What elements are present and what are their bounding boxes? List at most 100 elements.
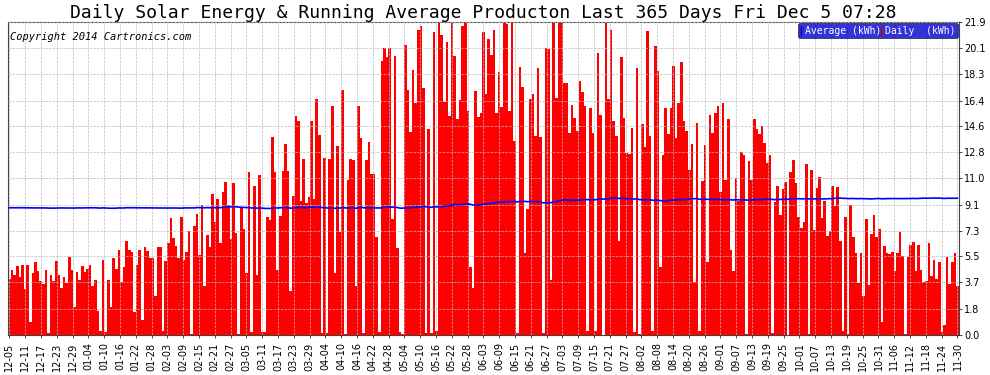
Text: Copyright 2014 Cartronics.com: Copyright 2014 Cartronics.com xyxy=(10,32,191,42)
Bar xyxy=(500,106,503,335)
Bar xyxy=(409,132,412,335)
Bar xyxy=(394,56,396,335)
Bar xyxy=(672,66,675,335)
Bar xyxy=(479,113,482,335)
Bar xyxy=(834,206,837,335)
Bar xyxy=(656,70,659,335)
Bar xyxy=(89,265,91,335)
Bar xyxy=(605,22,607,335)
Bar xyxy=(469,267,471,335)
Bar xyxy=(568,133,570,335)
Bar xyxy=(430,333,433,335)
Bar xyxy=(415,103,417,335)
Bar xyxy=(597,53,599,335)
Bar xyxy=(48,333,50,335)
Bar xyxy=(859,253,862,335)
Bar xyxy=(148,258,151,335)
Bar xyxy=(615,136,618,335)
Bar xyxy=(576,131,578,335)
Bar xyxy=(81,266,83,335)
Bar xyxy=(260,332,263,335)
Bar xyxy=(147,251,148,335)
Bar xyxy=(412,70,415,335)
Bar xyxy=(516,333,519,335)
Bar xyxy=(688,170,690,335)
Bar xyxy=(774,201,776,335)
Bar xyxy=(854,254,857,335)
Bar xyxy=(529,99,532,335)
Bar xyxy=(222,192,225,335)
Bar xyxy=(519,66,521,335)
Bar xyxy=(318,135,321,335)
Bar xyxy=(862,296,865,335)
Bar xyxy=(417,30,420,335)
Bar xyxy=(380,61,383,335)
Bar xyxy=(524,253,527,335)
Bar xyxy=(112,258,115,335)
Bar xyxy=(204,286,206,335)
Bar xyxy=(829,231,832,335)
Bar xyxy=(832,186,834,335)
Bar xyxy=(599,116,602,335)
Bar xyxy=(326,333,329,335)
Bar xyxy=(70,270,73,335)
Bar xyxy=(83,272,86,335)
Bar xyxy=(446,42,448,335)
Bar xyxy=(287,171,289,335)
Bar xyxy=(706,262,709,335)
Bar xyxy=(258,175,260,335)
Bar xyxy=(891,252,894,335)
Bar xyxy=(126,241,128,335)
Bar xyxy=(297,121,300,335)
Bar xyxy=(693,282,696,335)
Bar xyxy=(464,22,466,335)
Bar xyxy=(295,117,297,335)
Bar xyxy=(813,230,816,335)
Bar xyxy=(803,222,805,335)
Bar xyxy=(537,68,540,335)
Bar xyxy=(758,134,761,335)
Bar xyxy=(456,119,458,335)
Bar xyxy=(945,256,948,335)
Bar xyxy=(521,87,524,335)
Bar xyxy=(870,234,873,335)
Bar xyxy=(175,246,177,335)
Bar xyxy=(383,48,386,335)
Bar xyxy=(776,186,779,335)
Bar xyxy=(586,331,589,335)
Bar xyxy=(766,164,768,335)
Bar xyxy=(167,243,169,335)
Bar xyxy=(131,252,133,335)
Bar xyxy=(206,236,209,335)
Bar xyxy=(105,332,107,335)
Bar xyxy=(94,280,97,335)
Bar xyxy=(144,248,147,335)
Bar xyxy=(444,102,446,335)
Bar xyxy=(115,269,118,335)
Bar xyxy=(761,126,763,335)
Bar xyxy=(747,161,750,335)
Bar xyxy=(305,203,308,335)
Bar xyxy=(857,283,859,335)
Bar xyxy=(565,83,568,335)
Bar xyxy=(436,331,438,335)
Bar xyxy=(883,246,886,335)
Bar xyxy=(811,170,813,335)
Bar xyxy=(252,186,255,335)
Bar xyxy=(225,182,227,335)
Bar xyxy=(329,159,331,335)
Bar xyxy=(238,334,240,335)
Bar xyxy=(188,231,190,335)
Bar xyxy=(29,322,32,335)
Bar xyxy=(448,116,450,335)
Bar xyxy=(50,275,52,335)
Bar xyxy=(139,249,141,335)
Bar xyxy=(373,174,375,335)
Bar xyxy=(76,272,78,335)
Bar xyxy=(886,254,888,335)
Bar xyxy=(742,155,745,335)
Bar xyxy=(118,251,120,335)
Bar xyxy=(391,219,394,335)
Bar xyxy=(685,131,688,335)
Bar xyxy=(180,217,182,335)
